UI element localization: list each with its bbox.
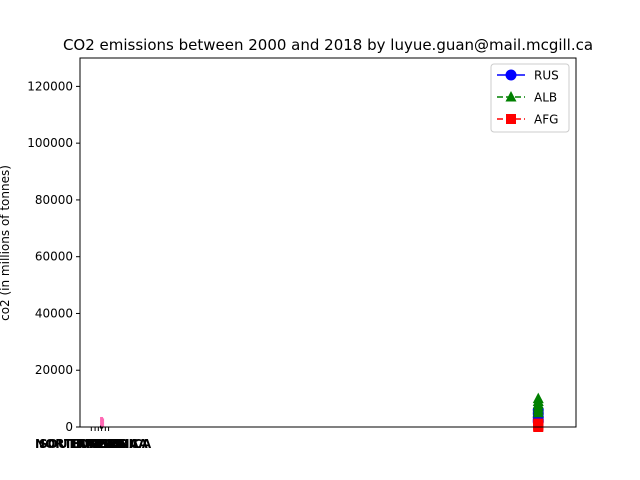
y-tick-label: 60000 xyxy=(35,250,73,264)
x-tick-label: SOUTH AMERICA xyxy=(39,437,152,451)
x-tick-label: AFRICA xyxy=(77,437,127,451)
y-tick-label: 20000 xyxy=(35,363,73,377)
chart-title: CO2 emissions between 2000 and 2018 by l… xyxy=(63,36,593,54)
y-tick-label: 120000 xyxy=(27,79,73,93)
legend-marker xyxy=(505,91,517,102)
legend-marker xyxy=(505,69,517,81)
legend-label: RUS xyxy=(534,69,559,83)
legend-marker xyxy=(506,114,516,124)
legend-label: ALB xyxy=(534,91,557,105)
data-point-afg xyxy=(533,418,544,429)
y-tick-label: 40000 xyxy=(35,306,73,320)
x-tick-label: ASIA xyxy=(89,437,121,451)
series-group xyxy=(532,392,544,432)
plot-area-frame xyxy=(79,57,577,428)
y-tick-label: 0 xyxy=(65,420,73,434)
y-axis-ticks: 0 20000 40000 60000 80000 100000 120000 xyxy=(27,79,80,434)
y-axis-label: co2 (in millions of tonnes) xyxy=(0,165,12,321)
legend: RUS ALB AFG xyxy=(490,63,570,133)
y-tick-label: 100000 xyxy=(27,136,73,150)
cluster-point xyxy=(100,416,104,420)
data-point-alb xyxy=(532,392,544,404)
x-tick-label: OCEANIA xyxy=(78,437,139,451)
y-tick-label: 80000 xyxy=(35,193,73,207)
x-tick-label: NORTH AMERICA xyxy=(35,437,148,451)
legend-label: AFG xyxy=(534,113,558,127)
x-tick-label: EUROPE xyxy=(71,437,125,451)
